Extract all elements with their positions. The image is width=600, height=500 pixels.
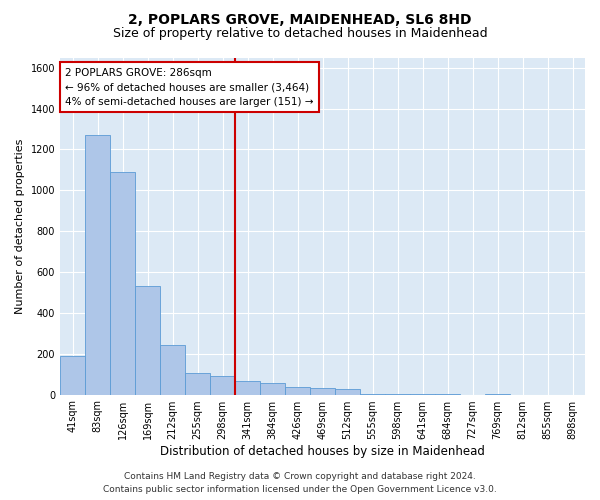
Bar <box>335 390 360 394</box>
Y-axis label: Number of detached properties: Number of detached properties <box>15 138 25 314</box>
Text: Contains HM Land Registry data © Crown copyright and database right 2024.
Contai: Contains HM Land Registry data © Crown c… <box>103 472 497 494</box>
Bar <box>160 344 185 395</box>
Text: 2 POPLARS GROVE: 286sqm
← 96% of detached houses are smaller (3,464)
4% of semi-: 2 POPLARS GROVE: 286sqm ← 96% of detache… <box>65 68 314 107</box>
Text: 2, POPLARS GROVE, MAIDENHEAD, SL6 8HD: 2, POPLARS GROVE, MAIDENHEAD, SL6 8HD <box>128 12 472 26</box>
Bar <box>285 388 310 394</box>
Bar <box>235 382 260 394</box>
Bar <box>185 373 210 394</box>
Text: Size of property relative to detached houses in Maidenhead: Size of property relative to detached ho… <box>113 28 487 40</box>
Bar <box>210 376 235 394</box>
Bar <box>110 172 135 394</box>
X-axis label: Distribution of detached houses by size in Maidenhead: Distribution of detached houses by size … <box>160 444 485 458</box>
Bar <box>85 135 110 394</box>
Bar <box>310 388 335 394</box>
Bar <box>135 286 160 395</box>
Bar <box>60 356 85 395</box>
Bar <box>260 384 285 394</box>
